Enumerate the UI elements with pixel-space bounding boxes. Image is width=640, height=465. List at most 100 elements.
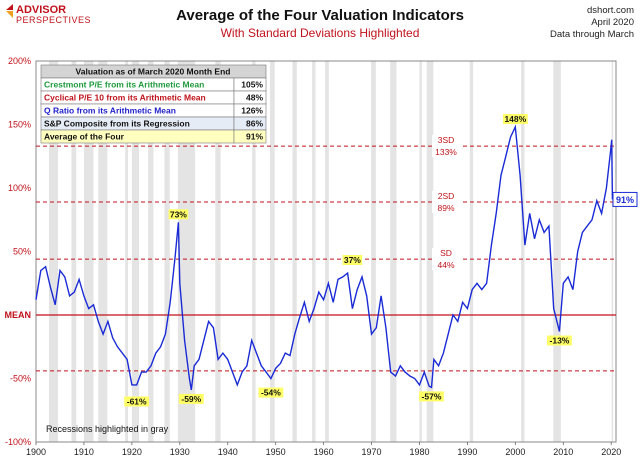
series-line-average (35, 124, 614, 391)
recession-band-15 (371, 61, 376, 442)
table-row-label: Q Ratio from its Arithmetic Mean (44, 106, 176, 116)
recession-band-14 (325, 61, 329, 442)
y-tick-label: 100% (8, 183, 31, 193)
annotation-bg (168, 209, 189, 220)
recession-bands (48, 61, 614, 442)
x-tick-label: 1960 (314, 447, 334, 457)
y-tick-label: 50% (13, 247, 31, 257)
recession-band-8 (177, 61, 196, 442)
recession-band-16 (390, 61, 397, 442)
recession-band-11 (269, 61, 275, 442)
data-note-label: Data through March (550, 29, 634, 40)
chart-title: Average of the Four Valuation Indicators (176, 7, 464, 24)
recession-band-1 (71, 61, 77, 442)
sd-label-bg (432, 190, 460, 213)
annotation-label: 148% (504, 114, 526, 124)
x-axis-ticks: 1900 1910 1920 1930 1940 1950 1960 1970 1980 1990… (26, 442, 621, 457)
annotation-label: -59% (181, 394, 201, 404)
x-tick-label: 1990 (457, 447, 477, 457)
advisor-perspectives-logo: ADVISOR PERSPECTIVES (6, 4, 91, 25)
table-row-value: 86% (246, 119, 263, 129)
sd-label-value: 89% (437, 203, 454, 213)
table-row-label: Cyclical P/E 10 from its Arithmetic Mean (44, 93, 206, 103)
annotation-bg (258, 387, 284, 398)
sd-label-value: 133% (435, 147, 457, 157)
x-tick-label: 2020 (601, 447, 621, 457)
x-tick-label: 1970 (362, 447, 382, 457)
recession-band-21 (553, 61, 561, 442)
recession-band-7 (164, 61, 170, 442)
latest-value: 91% (616, 195, 634, 205)
latest-value-callout: 91% (612, 191, 638, 207)
latest-box (612, 191, 638, 207)
recession-band-4 (125, 61, 129, 442)
annotation-label: 73% (170, 209, 187, 219)
y-tick-label: 150% (8, 120, 31, 130)
annotation-bg (178, 393, 204, 404)
annotation-bg (419, 391, 444, 402)
annotation-bg (502, 114, 528, 125)
x-tick-label: 1900 (26, 447, 46, 457)
y-axis-ticks: 200% 150% 100% 50% MEAN -50% -100% (5, 56, 32, 447)
annotation-label: 37% (344, 255, 361, 265)
x-tick-label: 1940 (218, 447, 238, 457)
recession-band-20 (521, 61, 525, 442)
y-tick-label: -100% (5, 437, 31, 447)
recession-band-0 (48, 61, 59, 442)
recession-band-3 (98, 61, 108, 442)
annotation-label: -13% (550, 336, 570, 346)
sd-label-name: 3SD (438, 135, 455, 145)
annotation-label: -54% (261, 388, 281, 398)
x-tick-label: 1910 (74, 447, 94, 457)
table-row-label: Crestmont P/E from its Arithmetic Mean (44, 80, 204, 90)
table-row-label: S&P Composite from its Regression (44, 119, 190, 129)
recession-band-5 (131, 61, 140, 442)
annotation-label: -61% (127, 396, 147, 406)
recession-band-17 (419, 61, 422, 442)
y-tick-label: MEAN (5, 310, 32, 320)
recession-band-22 (611, 61, 614, 442)
valuation-table: Valuation as of March 2020 Month End Cre… (40, 64, 267, 144)
x-tick-label: 2010 (553, 447, 573, 457)
recession-band-13 (312, 61, 316, 442)
x-tick-label: 1980 (409, 447, 429, 457)
annotation-bg (342, 255, 363, 266)
sd-label-name: 2SD (438, 191, 455, 201)
chart-subtitle: With Standard Deviations Highlighted (221, 26, 420, 40)
annotation-bg (124, 396, 150, 407)
sd-label-bg (432, 135, 460, 158)
recession-band-10 (252, 61, 256, 442)
x-tick-label: 1920 (122, 447, 142, 457)
sd-label-name: SD (440, 248, 452, 258)
table-row-label: Average of the Four (44, 132, 125, 142)
y-tick-label: 200% (8, 56, 31, 66)
sd-label-value: 44% (437, 260, 454, 270)
annotations: -61% 73% -59% -54% 37% -57% 148% -13% (124, 114, 572, 407)
table-row-value: 91% (246, 132, 263, 142)
date-label: April 2020 (591, 17, 634, 28)
y-tick-label: -50% (10, 374, 31, 384)
recession-note: Recessions highlighted in gray (46, 424, 169, 434)
table-row-value: 126% (241, 106, 263, 116)
recession-band-18 (426, 61, 434, 442)
source-label: dshort.com (587, 5, 634, 16)
recession-band-6 (148, 61, 154, 442)
recession-band-19 (469, 61, 474, 442)
table-row-value-cell (233, 129, 267, 144)
x-tick-label: 1930 (170, 447, 190, 457)
logo-line1: ADVISOR (16, 4, 66, 16)
reference-lines: SD 44% 2SD 89% 3SD 133% (36, 135, 616, 372)
annotation-bg (547, 335, 572, 346)
sd-label-bg (432, 248, 460, 271)
recession-band-9 (215, 61, 221, 442)
annotation-label: -57% (422, 391, 442, 401)
table-header: Valuation as of March 2020 Month End (76, 67, 231, 77)
x-tick-label: 2000 (505, 447, 525, 457)
recession-band-2 (83, 61, 94, 442)
table-row-value: 48% (246, 93, 263, 103)
logo-line2: PERSPECTIVES (16, 15, 91, 25)
x-tick-label: 1950 (266, 447, 286, 457)
recession-band-12 (292, 61, 297, 442)
table-row-value: 105% (241, 80, 263, 90)
